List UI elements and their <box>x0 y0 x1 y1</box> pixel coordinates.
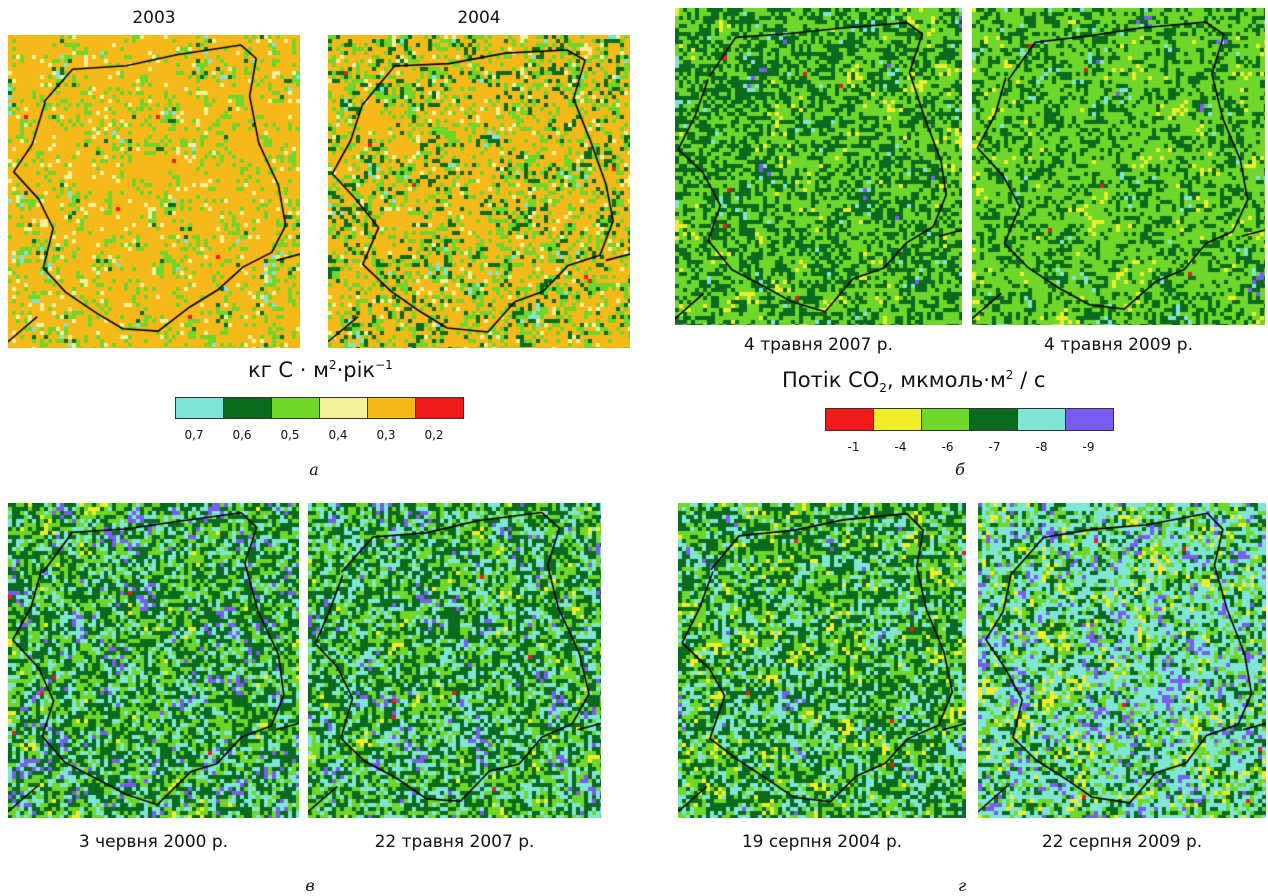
legend-swatch <box>1018 409 1066 430</box>
legend-value: 0,4 <box>328 428 348 442</box>
legend-swatch <box>320 398 368 418</box>
legend-swatch <box>416 398 463 418</box>
legend-swatch <box>224 398 272 418</box>
map-co2-flux-2000-06-03 <box>8 503 299 818</box>
legend-swatch <box>1066 409 1113 430</box>
map-co2-flux-2004-08-19 <box>678 503 966 818</box>
caption-22-may-2007: 22 травня 2007 р. <box>374 832 535 852</box>
caption-4-may-2007: 4 травня 2007 р. <box>744 335 893 355</box>
map-co2-flux-2009-05-04 <box>972 8 1265 325</box>
legend-swatch <box>826 409 874 430</box>
map-co2-flux-2009-08-22 <box>978 503 1266 818</box>
caption-4-may-2009: 4 травня 2009 р. <box>1044 335 1193 355</box>
legend-title-co2-flux: Потік CO2, мкмоль·м2 / с <box>782 368 1046 396</box>
panel-letter-a: а <box>309 460 319 479</box>
legend-value: 0,2 <box>424 428 444 442</box>
legend-swatch <box>368 398 416 418</box>
map-carbon-2003 <box>8 35 300 348</box>
legend-swatch <box>970 409 1018 430</box>
map-carbon-2004 <box>328 35 630 348</box>
caption-19-august-2004: 19 серпня 2004 р. <box>741 832 903 852</box>
caption-3-june-2000: 3 червня 2000 р. <box>78 832 229 852</box>
legend-labels-co2-flux: -1 -4 -6 -7 -8 -9 <box>830 440 1112 454</box>
legend-swatch <box>922 409 970 430</box>
caption-22-august-2009: 22 серпня 2009 р. <box>1041 832 1203 852</box>
year-label-2004: 2004 <box>457 8 501 28</box>
legend-value: -8 <box>1035 440 1048 454</box>
legend-value: -4 <box>894 440 907 454</box>
year-label-2003: 2003 <box>132 8 176 28</box>
legend-colorbar-carbon <box>175 397 464 419</box>
legend-colorbar-co2-flux <box>825 408 1114 431</box>
legend-value: -7 <box>988 440 1001 454</box>
legend-swatch <box>176 398 224 418</box>
legend-value: -6 <box>941 440 954 454</box>
legend-value: -9 <box>1082 440 1095 454</box>
legend-value: -1 <box>847 440 860 454</box>
legend-swatch <box>272 398 320 418</box>
legend-value: 0,6 <box>232 428 252 442</box>
panel-letter-b: б <box>955 460 965 479</box>
panel-letter-c: в <box>305 876 315 895</box>
legend-value: 0,3 <box>376 428 396 442</box>
legend-value: 0,7 <box>184 428 204 442</box>
map-co2-flux-2007-05-04 <box>675 8 962 325</box>
map-co2-flux-2007-05-22 <box>308 503 601 818</box>
legend-title-carbon: кг C · м2·рік−1 <box>248 358 393 382</box>
legend-swatch <box>874 409 922 430</box>
legend-value: 0,5 <box>280 428 300 442</box>
legend-labels-carbon: 0,7 0,6 0,5 0,4 0,3 0,2 <box>170 428 458 442</box>
panel-letter-d: г <box>957 876 967 895</box>
